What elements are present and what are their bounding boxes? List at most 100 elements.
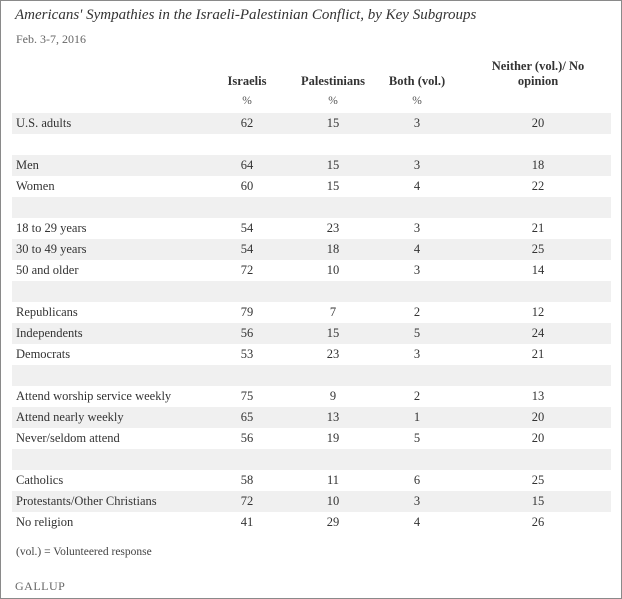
row-value-col-0: 54 (240, 221, 254, 235)
row-value-col-3: 12 (531, 305, 545, 319)
row-value-col-1: 15 (326, 326, 340, 340)
row-value-col-2 (377, 197, 457, 218)
table-row: Republicans 79 7 2 12 (12, 302, 611, 323)
row-value-col-0: 58 (240, 473, 254, 487)
row-value-col-2: 3 (413, 263, 421, 277)
row-label: Republicans (16, 305, 78, 319)
table-row: Democrats 53 23 3 21 (12, 344, 611, 365)
row-value-col-1 (293, 197, 373, 218)
table-spacer-row (12, 134, 611, 155)
row-label: Attend nearly weekly (16, 410, 124, 424)
row-label: 30 to 49 years (16, 242, 87, 256)
row-value-col-1: 15 (326, 116, 340, 130)
row-value-col-1: 15 (326, 179, 340, 193)
row-label: Independents (16, 326, 83, 340)
row-value-col-2 (377, 365, 457, 386)
row-value-col-2: 4 (413, 242, 421, 256)
table-row: U.S. adults 62 15 3 20 (12, 113, 611, 134)
table-row: 30 to 49 years 54 18 4 25 (12, 239, 611, 260)
row-value-col-0 (207, 197, 287, 218)
row-value-col-2: 5 (413, 431, 421, 445)
row-label: 50 and older (16, 263, 79, 277)
row-value-col-3 (498, 197, 578, 218)
row-value-col-0 (207, 365, 287, 386)
row-value-col-1 (293, 281, 373, 302)
row-value-col-0: 56 (240, 431, 254, 445)
row-value-col-1: 10 (326, 494, 340, 508)
row-value-col-0 (207, 449, 287, 470)
column-header-1: Palestinians (301, 74, 365, 88)
row-value-col-3: 24 (531, 326, 545, 340)
row-value-col-0: 65 (240, 410, 254, 424)
chart-subtitle: Feb. 3-7, 2016 (16, 32, 86, 46)
row-value-col-2: 3 (413, 347, 421, 361)
row-value-col-2: 6 (413, 473, 421, 487)
row-value-col-2: 5 (413, 326, 421, 340)
row-label: Democrats (16, 347, 71, 361)
row-value-col-2: 2 (413, 389, 421, 403)
row-label: Women (16, 179, 55, 193)
row-value-col-0: 79 (240, 305, 254, 319)
row-value-col-3 (498, 365, 578, 386)
row-value-col-0: 54 (240, 242, 254, 256)
table-row: Women 60 15 4 22 (12, 176, 611, 197)
column-header-0: Israelis (227, 74, 267, 88)
row-label: Catholics (16, 473, 64, 487)
row-value-col-3: 14 (531, 263, 545, 277)
row-value-col-1: 13 (326, 410, 340, 424)
row-value-col-1: 19 (326, 431, 340, 445)
row-value-col-0: 64 (240, 158, 254, 172)
table-row: 18 to 29 years 54 23 3 21 (12, 218, 611, 239)
row-label: Never/seldom attend (16, 431, 120, 445)
row-label: Men (16, 158, 39, 172)
row-value-col-2 (377, 281, 457, 302)
row-value-col-0: 72 (240, 494, 254, 508)
row-label: U.S. adults (16, 116, 72, 130)
table-row: 50 and older 72 10 3 14 (12, 260, 611, 281)
row-value-col-1: 15 (326, 158, 340, 172)
chart-title: Americans' Sympathies in the Israeli-Pal… (15, 7, 477, 23)
table-spacer-row (12, 281, 611, 302)
column-header-3: Neither (vol.)/ No opinion (491, 59, 585, 88)
unit-label-1: % (328, 95, 338, 107)
row-value-col-3: 21 (531, 221, 545, 235)
row-value-col-3 (498, 449, 578, 470)
table-row: Men 64 15 3 18 (12, 155, 611, 176)
row-value-col-2: 3 (413, 158, 421, 172)
row-value-col-0: 41 (240, 515, 254, 529)
column-header-2: Both (vol.) (388, 74, 446, 88)
row-value-col-3 (498, 281, 578, 302)
table-spacer-row (12, 449, 611, 470)
row-value-col-3: 20 (531, 431, 545, 445)
row-value-col-0: 72 (240, 263, 254, 277)
row-value-col-3: 13 (531, 389, 545, 403)
row-value-col-2: 2 (413, 305, 421, 319)
row-value-col-1 (293, 134, 373, 155)
row-value-col-1: 18 (326, 242, 340, 256)
row-value-col-1 (293, 365, 373, 386)
row-label: Attend worship service weekly (16, 389, 172, 403)
unit-label-2: % (412, 95, 422, 107)
row-value-col-1 (293, 449, 373, 470)
table-spacer-row (12, 197, 611, 218)
table-row: Attend nearly weekly 65 13 1 20 (12, 407, 611, 428)
row-value-col-2: 4 (413, 515, 421, 529)
row-value-col-0: 75 (240, 389, 254, 403)
table-row: Independents 56 15 5 24 (12, 323, 611, 344)
unit-label-3 (498, 91, 578, 112)
row-value-col-1: 23 (326, 221, 340, 235)
row-value-col-1: 23 (326, 347, 340, 361)
row-value-col-1: 7 (329, 305, 337, 319)
row-value-col-0: 53 (240, 347, 254, 361)
row-value-col-0 (207, 281, 287, 302)
row-value-col-2: 4 (413, 179, 421, 193)
row-value-col-1: 9 (329, 389, 337, 403)
row-label: No religion (16, 515, 74, 529)
table-row: Protestants/Other Christians 72 10 3 15 (12, 491, 611, 512)
row-value-col-3: 22 (531, 179, 545, 193)
row-value-col-3: 20 (531, 116, 545, 130)
gallup-logo: GALLUP (15, 579, 66, 593)
row-value-col-2: 1 (413, 410, 421, 424)
